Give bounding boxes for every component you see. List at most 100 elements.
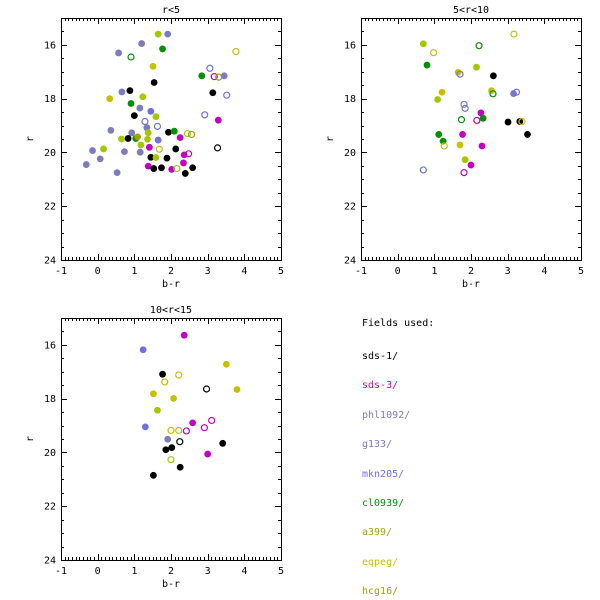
data-point xyxy=(170,394,177,402)
data-point xyxy=(106,95,114,103)
panel-5-lt-r-lt-10: 5<r<10 -1 0 1 2 3 4 5 16 18 20 22 24 b-r r xyxy=(325,5,584,290)
y-tick-label: 18 xyxy=(344,94,356,105)
data-point xyxy=(459,131,466,138)
data-point xyxy=(219,439,227,447)
data-point xyxy=(96,155,104,163)
data-point xyxy=(154,136,162,144)
data-point xyxy=(138,40,146,47)
data-point xyxy=(144,162,152,170)
data-point xyxy=(467,161,475,169)
plot-title: r<5 xyxy=(162,5,180,16)
legend-item-a399: a399/ xyxy=(362,527,393,539)
data-point xyxy=(141,117,149,126)
legend-item-hcg16: hcg16/ xyxy=(362,586,399,598)
data-point xyxy=(460,169,468,177)
data-point xyxy=(210,73,218,81)
x-tick-label: 0 xyxy=(95,566,101,577)
data-point xyxy=(89,147,96,154)
data-point xyxy=(435,131,443,138)
data-point xyxy=(167,426,175,434)
legend-item-cl0939: cl0939/ xyxy=(362,498,405,509)
data-point xyxy=(162,446,170,454)
data-point xyxy=(209,89,217,97)
data-point xyxy=(182,427,190,435)
data-point xyxy=(220,72,228,80)
data-point xyxy=(152,113,160,121)
plot-box xyxy=(61,318,282,561)
x-tick-label: 5 xyxy=(578,266,584,277)
data-point xyxy=(489,90,497,98)
data-point xyxy=(164,30,172,38)
data-point xyxy=(204,450,212,458)
data-point xyxy=(100,145,107,153)
data-point xyxy=(181,170,189,177)
data-point xyxy=(128,129,136,137)
data-point xyxy=(139,93,147,101)
data-point xyxy=(113,169,121,177)
x-tick-label: -1 xyxy=(55,566,67,577)
data-point xyxy=(170,127,178,135)
data-point xyxy=(208,416,216,425)
data-point xyxy=(430,49,438,57)
data-point xyxy=(187,130,196,139)
data-point xyxy=(164,435,172,443)
data-point xyxy=(126,87,134,94)
data-point xyxy=(213,144,222,152)
axis-ticks xyxy=(61,318,282,561)
x-tick-label: 3 xyxy=(205,266,211,277)
x-tick-label: 5 xyxy=(278,566,284,577)
data-point xyxy=(161,378,169,386)
data-point xyxy=(137,141,145,149)
data-point xyxy=(150,165,158,172)
x-tick-label: 2 xyxy=(168,566,174,577)
legend-item-sds1: sds-1/ xyxy=(362,351,399,362)
data-point xyxy=(159,370,166,378)
y-tick-label: 18 xyxy=(44,94,56,105)
plot-title: 5<r<10 xyxy=(453,5,489,16)
x-tick-label: 1 xyxy=(131,566,137,577)
data-point xyxy=(438,88,446,96)
data-point xyxy=(150,390,157,398)
x-tick-label: -1 xyxy=(355,266,367,277)
y-tick-label: 16 xyxy=(344,40,356,51)
data-point xyxy=(516,118,524,125)
data-point xyxy=(154,406,161,414)
x-tick-label: 4 xyxy=(241,566,247,577)
data-point xyxy=(172,145,180,153)
data-point xyxy=(107,126,115,134)
y-tick-label: 20 xyxy=(344,148,356,159)
data-point xyxy=(223,91,231,99)
data-point xyxy=(510,30,518,38)
x-axis-label: b-r xyxy=(162,279,180,290)
data-point xyxy=(163,154,171,162)
data-point xyxy=(139,346,147,354)
panel-r-lt-5: r<5 -1 0 1 2 3 4 5 16 18 20 22 24 b-r r xyxy=(25,5,284,290)
x-axis-label: b-r xyxy=(462,279,480,290)
data-point xyxy=(460,100,468,108)
data-point xyxy=(121,148,128,156)
data-point xyxy=(456,70,464,78)
data-point xyxy=(136,104,144,112)
data-point xyxy=(473,116,481,125)
data-point xyxy=(153,122,162,130)
data-point xyxy=(118,135,125,143)
data-point xyxy=(149,63,157,70)
data-point xyxy=(478,142,486,150)
data-point xyxy=(477,109,485,117)
y-tick-label: 24 xyxy=(44,556,56,567)
data-point xyxy=(118,88,126,96)
y-tick-label: 24 xyxy=(44,256,56,267)
data-point xyxy=(185,150,193,158)
data-point xyxy=(189,164,197,172)
legend-header: Fields used: xyxy=(362,318,435,329)
x-axis-label: b-r xyxy=(162,579,180,590)
data-point xyxy=(518,117,526,126)
data-point xyxy=(144,129,152,137)
data-point xyxy=(167,456,175,464)
data-point xyxy=(222,360,230,368)
data-point xyxy=(189,419,197,427)
data-point xyxy=(504,118,512,126)
legend-item-eqpeg: eqpeg/ xyxy=(362,556,399,568)
